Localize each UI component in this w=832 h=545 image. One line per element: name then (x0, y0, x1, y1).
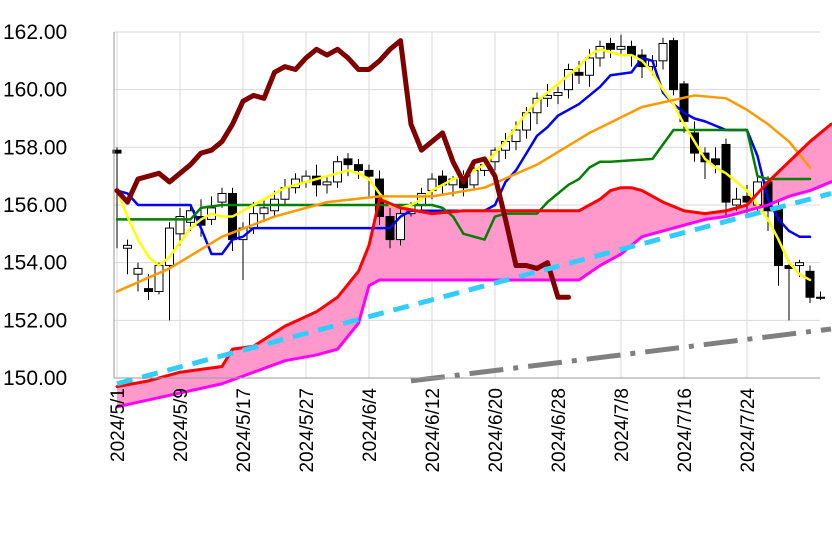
candlestick (574, 71, 584, 76)
candlestick (669, 40, 678, 91)
x-tick-label: 2024/6/28 (549, 388, 570, 473)
series-line-3 (115, 94, 812, 293)
candlestick (616, 45, 626, 50)
candlestick (343, 158, 353, 166)
candlestick (396, 213, 405, 241)
x-tick-label: 2024/5/9 (171, 388, 192, 462)
candlestick (658, 43, 668, 62)
series-line-4 (115, 122, 832, 389)
axis-layer: 162.00 160.00 158.00 156.00 154.00 152.00 150.… (3, 21, 820, 473)
series-line-2 (115, 48, 812, 282)
candlestick (175, 216, 185, 235)
candlestick (606, 43, 615, 50)
y-tick-label: 154.00 (3, 252, 67, 275)
series-line-6 (114, 38, 571, 300)
candlestick (679, 83, 689, 122)
candlestick (816, 296, 825, 299)
x-tick-label: 2024/6/20 (486, 388, 507, 473)
series-line-8 (410, 326, 832, 384)
y-tick-label: 162.00 (3, 21, 67, 44)
candlestick (144, 288, 153, 293)
line-layer (114, 38, 832, 409)
candlestick (795, 262, 804, 267)
candlestick (217, 192, 227, 203)
candlestick (133, 267, 143, 275)
candlestick (322, 181, 332, 186)
x-tick-label: 2024/6/12 (423, 388, 444, 473)
candlestick (354, 164, 363, 171)
x-tick-label: 2024/5/17 (234, 388, 255, 473)
series-line-7 (116, 191, 832, 387)
x-tick-label: 2024/5/27 (297, 388, 318, 473)
x-tick-label: 2024/7/24 (738, 388, 759, 473)
series-line-5 (115, 180, 832, 409)
x-tick-label: 2024/5/1 (108, 388, 129, 462)
y-tick-label: 150.00 (3, 367, 67, 390)
x-tick-label: 2024/7/8 (612, 388, 633, 462)
candlestick (805, 270, 815, 298)
series-line-1 (115, 128, 812, 241)
candlestick (123, 244, 132, 249)
candlestick (627, 45, 636, 56)
y-tick-label: 152.00 (3, 309, 67, 332)
candlestick (154, 265, 164, 292)
candlestick (259, 207, 269, 215)
x-tick-label: 2024/7/16 (675, 388, 696, 473)
candlestick (364, 169, 374, 177)
candlestick (553, 92, 563, 96)
candlestick (732, 198, 741, 206)
y-tick-label: 160.00 (3, 79, 67, 102)
y-tick-label: 156.00 (3, 194, 67, 217)
candlestick (711, 158, 720, 166)
candlestick (112, 149, 122, 154)
candlestick (511, 129, 521, 143)
y-tick-label: 158.00 (3, 136, 67, 159)
candlestick (165, 227, 174, 267)
candlestick (585, 57, 594, 76)
x-tick-label: 2024/6/4 (360, 388, 381, 462)
